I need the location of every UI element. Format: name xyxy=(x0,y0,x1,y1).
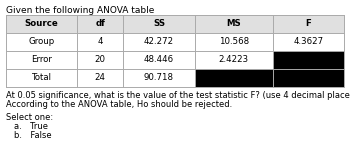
Text: Error: Error xyxy=(31,55,52,65)
Text: SS: SS xyxy=(153,20,165,29)
Bar xyxy=(273,15,344,33)
Text: 10.568: 10.568 xyxy=(219,37,249,46)
Bar xyxy=(273,69,344,87)
Text: 48.446: 48.446 xyxy=(144,55,174,65)
Text: At 0.05 significance, what is the value of the test statistic F? (use 4 decimal : At 0.05 significance, what is the value … xyxy=(6,91,350,100)
Text: F: F xyxy=(306,20,311,29)
Text: 90.718: 90.718 xyxy=(144,74,174,82)
Text: 42.272: 42.272 xyxy=(144,37,174,46)
Text: MS: MS xyxy=(226,20,241,29)
Text: 2.4223: 2.4223 xyxy=(219,55,249,65)
Text: Select one:: Select one: xyxy=(6,113,53,122)
Text: According to the ANOVA table, Ho should be rejected.: According to the ANOVA table, Ho should … xyxy=(6,100,232,109)
Text: b. False: b. False xyxy=(14,131,52,140)
Text: df: df xyxy=(95,20,105,29)
Bar xyxy=(124,15,195,33)
Text: 4: 4 xyxy=(98,37,103,46)
Bar xyxy=(77,15,124,33)
Text: Group: Group xyxy=(28,37,55,46)
Text: Source: Source xyxy=(25,20,58,29)
Text: Given the following ANOVA table: Given the following ANOVA table xyxy=(6,6,154,15)
Text: 24: 24 xyxy=(95,74,106,82)
Text: a. True: a. True xyxy=(14,122,48,131)
Bar xyxy=(6,15,77,33)
Text: Total: Total xyxy=(32,74,51,82)
Bar xyxy=(195,15,273,33)
Bar xyxy=(273,51,344,69)
Text: 20: 20 xyxy=(95,55,106,65)
Bar xyxy=(195,69,273,87)
Text: 4.3627: 4.3627 xyxy=(293,37,323,46)
